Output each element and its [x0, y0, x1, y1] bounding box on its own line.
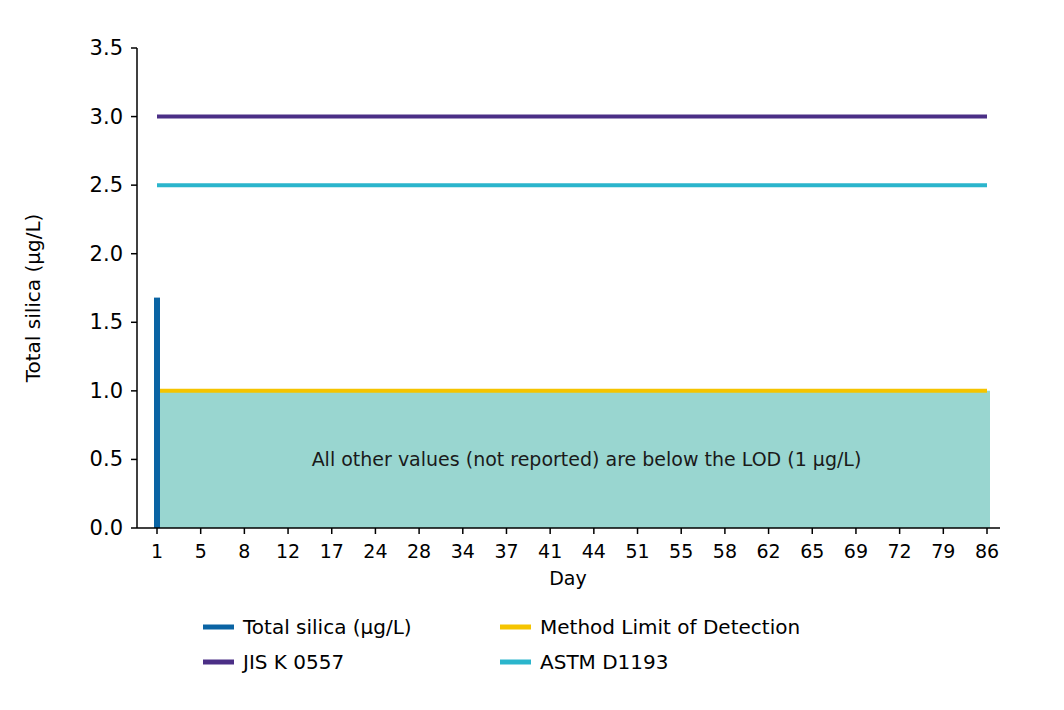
legend-swatch [203, 625, 234, 630]
x-tick-label: 8 [238, 540, 250, 562]
x-tick-label: 69 [844, 540, 868, 562]
x-tick [943, 528, 945, 534]
area-fill [157, 391, 990, 528]
x-tick-label: 58 [713, 540, 737, 562]
legend-swatch [203, 660, 234, 665]
y-tick-label: 0.5 [90, 447, 123, 471]
y-tick-label: 2.5 [90, 173, 123, 197]
y-tick [131, 459, 137, 461]
x-tick-label: 55 [669, 540, 693, 562]
y-tick-label: 2.0 [90, 242, 123, 266]
legend-label: JIS K 0557 [241, 650, 344, 674]
legend: Total silica (µg/L) Method Limit of Detec… [203, 615, 800, 674]
x-axis [137, 527, 1000, 529]
x-tick-label: 65 [800, 540, 824, 562]
y-tick [131, 253, 137, 255]
x-axis-label: Day [549, 567, 587, 589]
x-tick-label: 12 [276, 540, 300, 562]
x-tick [855, 528, 857, 534]
x-tick [200, 528, 202, 534]
annotation: All other values (not reported) are belo… [312, 448, 862, 470]
x-tick-label: 24 [363, 540, 387, 562]
x-tick-label: 79 [931, 540, 955, 562]
x-tick-label: 28 [407, 540, 431, 562]
y-tick-label: 3.0 [90, 105, 123, 129]
x-tick [156, 528, 158, 534]
x-tick-label: 86 [975, 540, 999, 562]
x-tick-label: 41 [538, 540, 562, 562]
x-tick-label: 17 [320, 540, 344, 562]
x-tick [287, 528, 289, 534]
x-tick [418, 528, 420, 534]
x-tick-label: 44 [582, 540, 606, 562]
x-tick [593, 528, 595, 534]
x-tick-label: 34 [451, 540, 475, 562]
x-tick [768, 528, 770, 534]
y-tick-label: 0.0 [90, 516, 123, 540]
y-tick [131, 390, 137, 392]
x-tick [506, 528, 508, 534]
x-tick [812, 528, 814, 534]
x-tick [986, 528, 988, 534]
x-tick [637, 528, 639, 534]
x-tick-label: 72 [888, 540, 912, 562]
y-tick [131, 322, 137, 324]
legend-swatch [500, 625, 531, 630]
y-axis-label: Total silica (µg/L) [21, 214, 45, 384]
x-tick [244, 528, 246, 534]
legend-label: ASTM D1193 [540, 650, 669, 674]
legend-swatch [500, 660, 531, 665]
y-axis [136, 48, 138, 528]
x-tick [680, 528, 682, 534]
series-line [157, 183, 987, 187]
x-tick [899, 528, 901, 534]
chart: All other values (not reported) are belo… [0, 0, 1064, 710]
x-tick [724, 528, 726, 534]
plot-marks [154, 117, 990, 528]
x-tick-label: 62 [756, 540, 780, 562]
x-tick-label: 1 [151, 540, 163, 562]
y-tick [131, 47, 137, 49]
y-tick [131, 184, 137, 186]
x-tick-label: 51 [625, 540, 649, 562]
y-tick [131, 116, 137, 118]
series-line [157, 115, 987, 119]
y-tick-label: 1.5 [90, 310, 123, 334]
bar [154, 298, 160, 528]
series-line [157, 389, 987, 393]
x-tick [331, 528, 333, 534]
x-tick-label: 5 [195, 540, 207, 562]
y-tick [131, 527, 137, 529]
legend-label: Total silica (µg/L) [242, 615, 412, 639]
y-tick-label: 1.0 [90, 379, 123, 403]
y-tick-label: 3.5 [90, 36, 123, 60]
x-tick-label: 37 [494, 540, 518, 562]
x-tick [375, 528, 377, 534]
legend-label: Method Limit of Detection [540, 615, 800, 639]
x-tick [549, 528, 551, 534]
x-tick [462, 528, 464, 534]
